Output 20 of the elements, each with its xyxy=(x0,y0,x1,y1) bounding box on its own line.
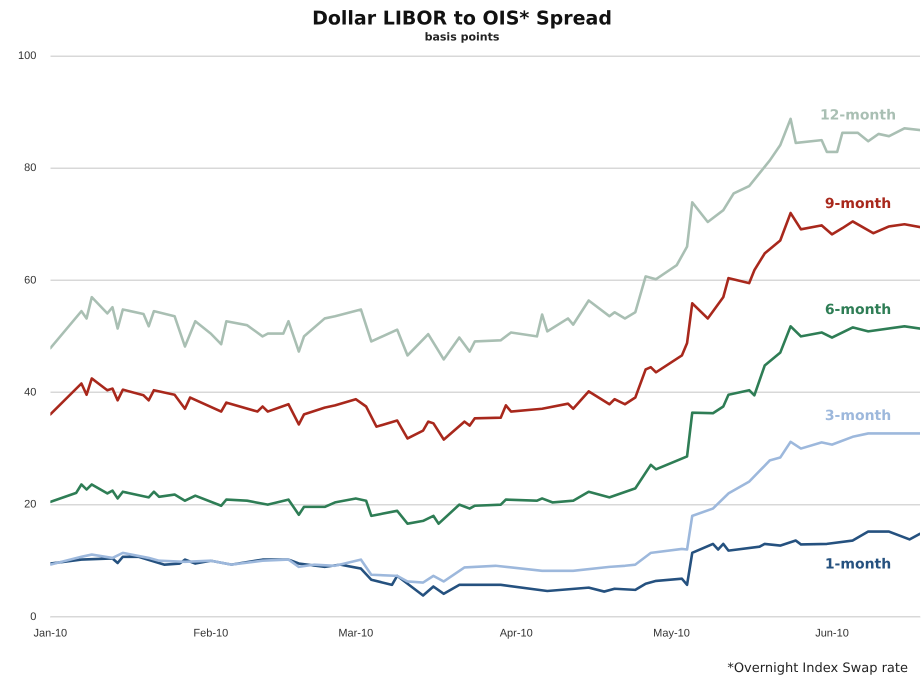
y-tick-label: 40 xyxy=(24,386,36,399)
series-label: 1-month xyxy=(824,556,892,573)
x-tick-label: Jan-10 xyxy=(34,627,68,640)
series-label: 12-month xyxy=(820,107,896,124)
x-tick-label: May-10 xyxy=(653,627,690,640)
series-label: 6-month xyxy=(824,302,892,318)
y-tick-label: 80 xyxy=(24,162,36,174)
x-tick-label: Jun-10 xyxy=(815,627,849,640)
chart-title: Dollar LIBOR to OIS* Spread xyxy=(312,7,612,30)
y-tick-label: 20 xyxy=(24,498,36,511)
y-tick-label: 0 xyxy=(30,610,36,623)
x-tick-label: Feb-10 xyxy=(193,627,228,640)
chart-subtitle: basis points xyxy=(424,30,500,44)
y-tick-label: 60 xyxy=(24,274,36,286)
x-tick-label: Mar-10 xyxy=(338,627,374,640)
series-label: 3-month xyxy=(824,408,892,424)
y-tick-label: 100 xyxy=(18,50,36,62)
text: *Overnight Index Swap rate xyxy=(727,661,908,676)
x-tick-label: Apr-10 xyxy=(500,627,533,640)
series-label: 9-month xyxy=(824,196,892,212)
